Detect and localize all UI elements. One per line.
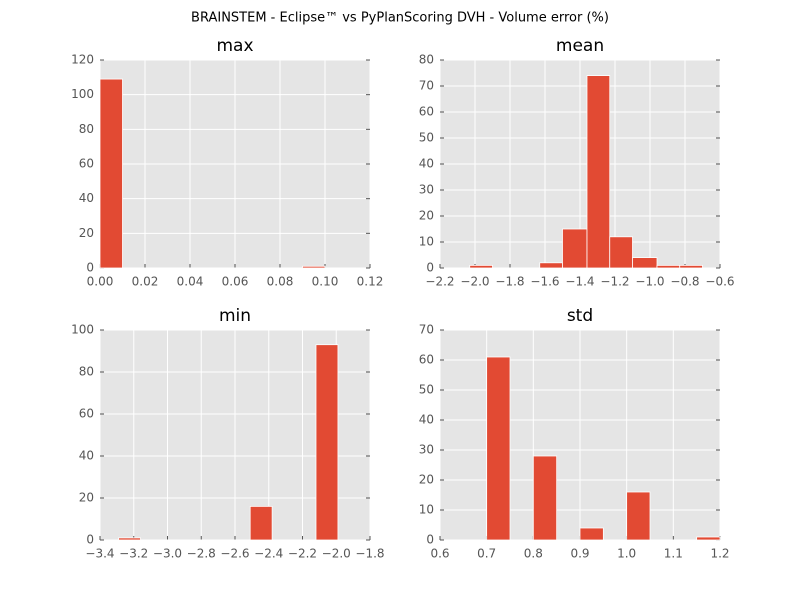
y-tick-label: 20 xyxy=(419,209,434,223)
x-tick-label: −2.6 xyxy=(220,547,249,561)
histogram-bar xyxy=(632,257,658,269)
x-tick-label: 1.2 xyxy=(710,547,729,561)
x-tick-label: 0.08 xyxy=(267,275,294,289)
x-tick-label: 0.10 xyxy=(312,275,339,289)
y-tick-label: 0 xyxy=(86,533,94,547)
y-tick-label: 50 xyxy=(419,383,434,397)
y-tick-label: 30 xyxy=(419,443,434,457)
x-tick-label: 1.1 xyxy=(664,547,683,561)
chart-title: min xyxy=(219,306,251,326)
histogram-bar xyxy=(539,262,563,269)
histogram-bar xyxy=(486,356,511,541)
x-tick-label: −1.2 xyxy=(600,275,629,289)
histogram-bar xyxy=(315,344,339,541)
y-tick-label: 60 xyxy=(419,105,434,119)
y-tick-label: 50 xyxy=(419,131,434,145)
x-tick-label: −1.6 xyxy=(530,275,559,289)
x-tick-label: −2.0 xyxy=(460,275,489,289)
x-tick-label: −2.2 xyxy=(425,275,454,289)
x-tick-label: 0.02 xyxy=(132,275,159,289)
x-tick-label: −0.6 xyxy=(705,275,734,289)
x-tick-label: 0.7 xyxy=(477,547,496,561)
histogram-bar xyxy=(469,264,493,269)
y-tick-label: 70 xyxy=(419,79,434,93)
x-tick-label: −3.2 xyxy=(119,547,148,561)
x-tick-label: −0.8 xyxy=(670,275,699,289)
x-tick-label: 0.04 xyxy=(177,275,204,289)
x-tick-label: −2.2 xyxy=(288,547,317,561)
histogram-bar xyxy=(562,228,588,269)
x-tick-label: 0.00 xyxy=(87,275,114,289)
y-tick-label: 20 xyxy=(79,491,94,505)
y-tick-label: 10 xyxy=(419,235,434,249)
y-tick-label: 120 xyxy=(71,53,94,67)
y-tick-label: 0 xyxy=(426,261,434,275)
y-tick-label: 30 xyxy=(419,183,434,197)
y-tick-label: 20 xyxy=(79,226,94,240)
histogram-bar xyxy=(609,236,633,269)
y-tick-label: 10 xyxy=(419,503,434,517)
histogram-bar xyxy=(579,527,604,541)
x-tick-label: −2.8 xyxy=(187,547,216,561)
x-tick-label: −1.8 xyxy=(355,547,384,561)
x-tick-label: 0.06 xyxy=(222,275,249,289)
histogram-bar xyxy=(118,537,141,541)
histogram-bar xyxy=(626,491,651,541)
x-tick-label: −2.4 xyxy=(254,547,283,561)
y-tick-label: 60 xyxy=(79,407,94,421)
y-tick-label: 80 xyxy=(79,365,94,379)
histogram-bar xyxy=(586,75,611,269)
x-tick-label: 1.0 xyxy=(617,547,636,561)
y-tick-label: 40 xyxy=(419,157,434,171)
y-tick-label: 40 xyxy=(79,191,94,205)
chart-title: max xyxy=(216,36,253,56)
histogram-bar xyxy=(696,536,721,541)
histogram-bar xyxy=(532,455,558,541)
y-tick-label: 80 xyxy=(79,122,94,136)
x-tick-label: −2.0 xyxy=(322,547,351,561)
x-tick-label: 0.12 xyxy=(357,275,384,289)
x-tick-label: 0.9 xyxy=(570,547,589,561)
y-tick-label: 40 xyxy=(79,449,94,463)
x-tick-label: −3.4 xyxy=(85,547,114,561)
y-tick-label: 100 xyxy=(71,87,94,101)
x-tick-label: −1.4 xyxy=(565,275,594,289)
y-tick-label: 60 xyxy=(79,157,94,171)
figure-title: BRAINSTEM - Eclipse™ vs PyPlanScoring DV… xyxy=(191,11,609,26)
histogram-bar xyxy=(249,505,273,541)
chart-title: mean xyxy=(556,36,604,56)
y-tick-label: 20 xyxy=(419,473,434,487)
x-tick-label: 0.6 xyxy=(430,547,449,561)
x-tick-label: −1.8 xyxy=(495,275,524,289)
x-tick-label: −1.0 xyxy=(635,275,664,289)
y-tick-label: 40 xyxy=(419,413,434,427)
x-tick-label: −3.0 xyxy=(153,547,182,561)
y-tick-label: 70 xyxy=(419,323,434,337)
y-tick-label: 0 xyxy=(426,533,434,547)
y-tick-label: 0 xyxy=(86,261,94,275)
histogram-bar xyxy=(302,265,326,269)
chart-title: std xyxy=(567,306,593,326)
histogram-bar xyxy=(99,78,123,269)
y-tick-label: 100 xyxy=(71,323,94,337)
y-tick-label: 80 xyxy=(419,53,434,67)
y-tick-label: 60 xyxy=(419,353,434,367)
x-tick-label: 0.8 xyxy=(524,547,543,561)
histogram-bar xyxy=(679,264,703,269)
histogram-bar xyxy=(656,264,681,269)
